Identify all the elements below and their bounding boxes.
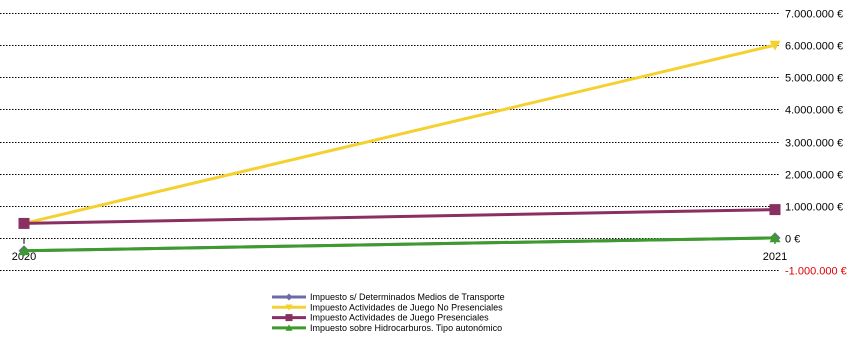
series-line [23, 208, 776, 225]
legend-swatch-marker [285, 304, 293, 311]
legend-swatch-marker [285, 324, 293, 331]
data-point [769, 232, 781, 243]
legend-swatch-marker [285, 314, 293, 322]
series [18, 40, 781, 257]
legend: Impuesto s/ Determinados Medios de Trans… [272, 292, 505, 333]
legend-label: Impuesto Actividades de Juego No Presenc… [310, 302, 503, 312]
series-3 [18, 232, 781, 256]
legend-item: Impuesto s/ Determinados Medios de Trans… [272, 292, 505, 302]
series-line [23, 43, 776, 225]
y-tick-label: 6.000.000 € [785, 41, 843, 53]
legend-item: Impuesto sobre Hidrocarburos. Tipo auton… [272, 323, 502, 333]
grid [0, 13, 780, 271]
y-tick-label: 7.000.000 € [785, 9, 843, 21]
x-tick-label: 2020 [12, 251, 36, 263]
series-1 [18, 40, 781, 229]
data-point [18, 245, 30, 256]
series-2 [18, 204, 781, 229]
legend-swatch-marker [285, 293, 293, 301]
legend-label: Impuesto sobre Hidrocarburos. Tipo auton… [310, 323, 502, 333]
y-tick-label: 4.000.000 € [785, 105, 843, 117]
legend-item: Impuesto Actividades de Juego Presencial… [272, 313, 489, 323]
y-tick-label: 5.000.000 € [785, 73, 843, 85]
x-tick-label: 2021 [763, 251, 787, 263]
legend-label: Impuesto Actividades de Juego Presencial… [310, 313, 489, 323]
data-point [769, 204, 781, 216]
y-tick-label: 2.000.000 € [785, 170, 843, 182]
y-tick-label: 3.000.000 € [785, 138, 843, 150]
data-point [769, 40, 781, 51]
legend-label: Impuesto s/ Determinados Medios de Trans… [310, 292, 505, 302]
y-tick-label: -1.000.000 € [785, 266, 847, 278]
legend-item: Impuesto Actividades de Juego No Presenc… [272, 302, 503, 312]
y-tick-label: 0 € [785, 234, 800, 246]
data-point [18, 217, 30, 229]
series-line [23, 236, 776, 253]
x-axis-ticks: 2020 2021 [12, 237, 787, 263]
y-tick-label: 1.000.000 € [785, 202, 843, 214]
y-axis-ticks: -1.000.000 € 0 € 1.000.000 € 2.000.000 € 3.0… [785, 9, 847, 278]
